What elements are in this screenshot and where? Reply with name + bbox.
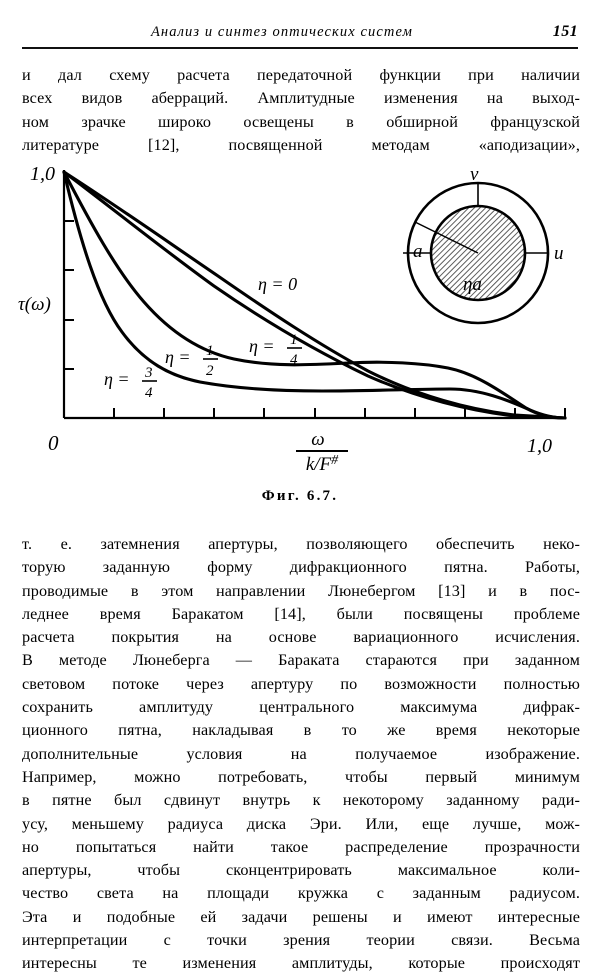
text-line: сохранить амплитуду центрального максиму… [22,698,580,717]
text-line: расчета покрытия на основе вариационного… [22,628,580,647]
svg-text:4: 4 [290,352,298,368]
pupil-outer-circle [406,181,550,325]
text-line: чество света на площади кружка с заданны… [22,884,580,903]
pupil-radius-leader [414,221,479,254]
text-line: ном зрачке широко освещены в обширной фр… [22,112,580,131]
pupil-u-axis-label: u [554,243,564,264]
text-line: ционного пятна, накладывая в то же время… [22,721,580,740]
svg-text:η =: η = [165,347,191,367]
curve-eta-0 [62,170,567,420]
svg-text:η =: η = [249,336,275,356]
text-line: Например, можно потребовать, чтобы первы… [22,767,580,786]
text-line: Эта и подобные ей задачи решены и имеют … [22,907,580,926]
x-axis-title-denominator: k/F# [306,453,339,475]
y-axis-title: τ(ω) [18,294,51,315]
curve-label-eta-1-4: η = 1 4 [249,332,302,368]
mtf-chart-svg: η = 0 η = 1 4 η = 1 2 η = [18,163,567,475]
svg-text:1: 1 [206,343,214,359]
curve-label-eta-1-2: η = 1 2 [165,343,218,379]
curve-label-eta-0: η = 0 [258,274,297,294]
header-rule [22,47,578,49]
text-line: и дал схему расчета передаточной функции… [22,66,580,84]
curve-eta-1-2 [62,170,567,420]
text-line: В методе Люнеберга — Бараката стараются … [22,651,580,670]
annular-pupil-diagram: a ηa v u [403,164,564,325]
paragraph-top: и дал схему расчета передаточной функции… [22,64,580,157]
text-line: но попытаться найти такое распределение … [22,837,580,856]
text-line: проводимые в этом направлении Люнебергом… [22,581,580,600]
figure-6-7: η = 0 η = 1 4 η = 1 2 η = [18,160,582,520]
x-axis-title-numerator: ω [311,429,324,450]
curve-eta-1-4 [62,170,567,420]
pupil-v-axis-label: v [470,164,479,185]
x-axis-max-label: 1,0 [527,435,552,457]
svg-text:1: 1 [290,332,298,348]
origin-label: 0 [48,431,59,455]
body-text-top: и дал схему расчета передаточной функции… [22,64,580,157]
text-line: световом потоке через апертуру по возмож… [22,674,580,693]
svg-text:η =: η = [104,369,130,389]
text-line: в пятне был сдвинут внутрь к некоторому … [22,791,580,810]
svg-text:4: 4 [145,385,153,401]
curve-label-group: η = 0 η = 1 4 η = 1 2 η = [104,274,302,401]
text-line: всех видов аберраций. Амплитудные измене… [22,89,580,108]
text-line: т. е. затемнения апертуры, позволяющего … [22,535,580,553]
text-line: усу, меньшему радиуса диска Эри. Или, ещ… [22,814,580,833]
y-axis-ticks [64,220,74,370]
x-axis-ticks [113,408,566,418]
text-line: торую заданную форму дифракционного пятн… [22,558,580,577]
page-number: 151 [552,23,578,40]
svg-text:3: 3 [144,365,153,381]
y-axis-max-label: 1,0 [30,163,55,185]
running-head-title: Анализ и синтез оптических систем [150,24,414,40]
body-text-bottom: т. е. затемнения апертуры, позволяющего … [22,533,580,976]
text-line: леднее время Баракатом [14], были посвящ… [22,604,580,623]
svg-text:2: 2 [206,363,214,379]
x-axis-title: ω k/F# [296,429,348,475]
text-line: апертуры, чтобы сконцентрировать максима… [22,861,580,880]
figure-caption: Фиг. 6.7. [261,488,339,504]
text-line: интерпретации с точки зрения теории связ… [22,931,580,950]
curve-label-eta-3-4: η = 3 4 [104,365,157,401]
curve-eta-3-4 [62,170,567,420]
pupil-inner-radius-label: ηa [463,274,482,295]
running-head: Анализ и синтез оптических систем 151 [22,23,578,50]
pupil-outer-radius-label: a [413,241,423,262]
text-line: литературе [12], посвященной методам «ап… [22,135,580,154]
paragraph-bottom: т. е. затемнения апертуры, позволяющего … [22,533,580,976]
text-line: дополнительные условия на получаемое изо… [22,744,580,763]
